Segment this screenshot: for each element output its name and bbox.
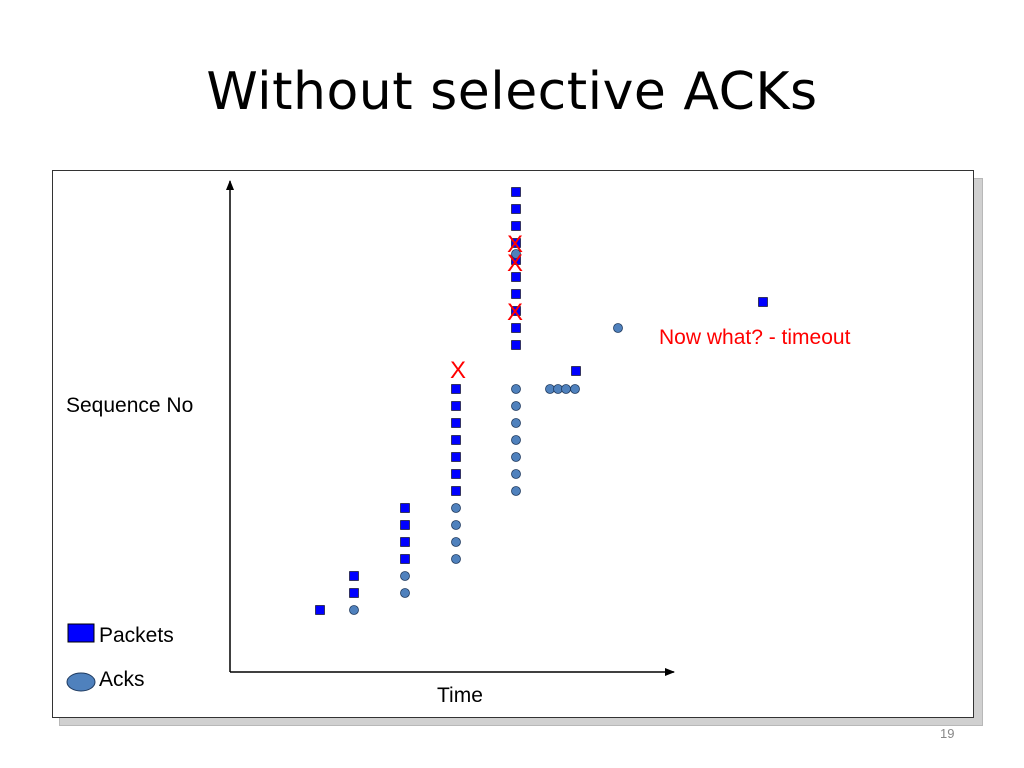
packet	[451, 452, 461, 462]
packet	[451, 469, 461, 479]
ack	[349, 605, 359, 615]
packet	[451, 486, 461, 496]
loss-mark: X	[507, 299, 523, 326]
packet	[349, 571, 359, 581]
packet	[511, 187, 521, 197]
x-axis-label: Time	[437, 684, 483, 707]
packet	[451, 418, 461, 428]
ack	[451, 537, 461, 547]
ack	[451, 554, 461, 564]
packet	[315, 605, 325, 615]
legend-packets-label: Packets	[99, 624, 174, 647]
ack	[511, 469, 521, 479]
legend-ack-symbol	[66, 672, 96, 692]
packet	[400, 503, 410, 513]
ack-overlap	[511, 249, 521, 259]
ack	[511, 401, 521, 411]
packet	[511, 204, 521, 214]
packet	[571, 366, 581, 376]
packet	[400, 520, 410, 530]
ack	[400, 588, 410, 598]
packet	[451, 384, 461, 394]
packet	[511, 323, 521, 333]
ack	[511, 384, 521, 394]
ack	[511, 486, 521, 496]
packet	[400, 554, 410, 564]
y-axis-label: Sequence No	[66, 394, 194, 417]
acks-group	[349, 249, 623, 615]
loss-mark: X	[507, 231, 523, 258]
slide-title: Without selective ACKs	[206, 62, 818, 122]
packet	[511, 306, 521, 316]
ack	[511, 418, 521, 428]
packet	[451, 401, 461, 411]
ack	[451, 503, 461, 513]
packet	[511, 221, 521, 231]
loss-marks: X X X X	[450, 231, 523, 384]
packet	[511, 289, 521, 299]
loss-mark: X	[450, 357, 466, 384]
packet	[511, 340, 521, 350]
ack	[561, 384, 571, 394]
packet	[511, 272, 521, 282]
packet	[451, 435, 461, 445]
ack	[613, 323, 623, 333]
page-number: 19	[940, 726, 955, 741]
packet	[400, 537, 410, 547]
packet	[758, 297, 768, 307]
loss-mark: X	[507, 250, 523, 277]
packet	[511, 238, 521, 248]
ack	[451, 520, 461, 530]
legend-packet-symbol	[67, 623, 95, 643]
legend-acks-label: Acks	[99, 668, 145, 691]
ack	[511, 435, 521, 445]
ack	[400, 571, 410, 581]
timeout-annotation: Now what? - timeout	[659, 326, 851, 349]
ack	[511, 452, 521, 462]
packet	[349, 588, 359, 598]
ack	[570, 384, 580, 394]
packets-group	[315, 187, 768, 615]
